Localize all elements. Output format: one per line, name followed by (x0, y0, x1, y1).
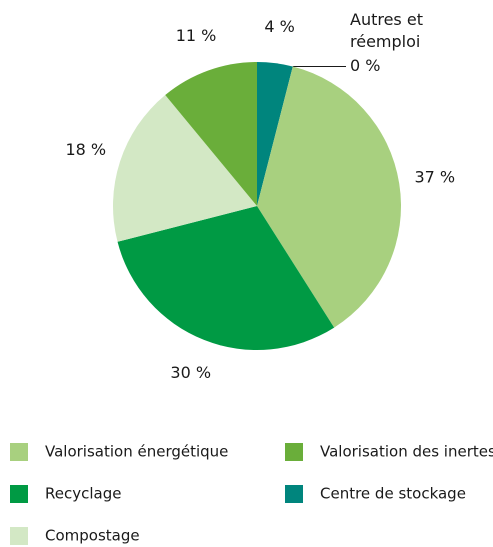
legend-swatch (285, 443, 303, 461)
pie-slice (113, 95, 258, 242)
value-label: 11 % (176, 26, 217, 45)
legend-label: Valorisation énergétique (45, 443, 228, 461)
legend-swatch (10, 443, 28, 461)
pie-slice (257, 62, 293, 206)
legend-swatch (10, 485, 28, 503)
pie-slice (165, 62, 257, 206)
legend-label: Valorisation des inertes (320, 443, 493, 461)
value-label: 0 % (350, 56, 380, 75)
legend-swatch (10, 527, 28, 545)
value-label: 30 % (170, 363, 211, 382)
legend-label: Centre de stockage (320, 485, 466, 503)
legend-swatch (285, 485, 303, 503)
legend-label: Compostage (45, 527, 140, 545)
pie-slice (257, 66, 401, 328)
value-label: 18 % (65, 140, 106, 159)
value-label: 4 % (264, 17, 294, 36)
value-label: 37 % (414, 167, 455, 186)
pie-slice (117, 206, 335, 351)
category-label: Autres et réemploi (350, 10, 423, 51)
legend-label: Recyclage (45, 485, 121, 503)
